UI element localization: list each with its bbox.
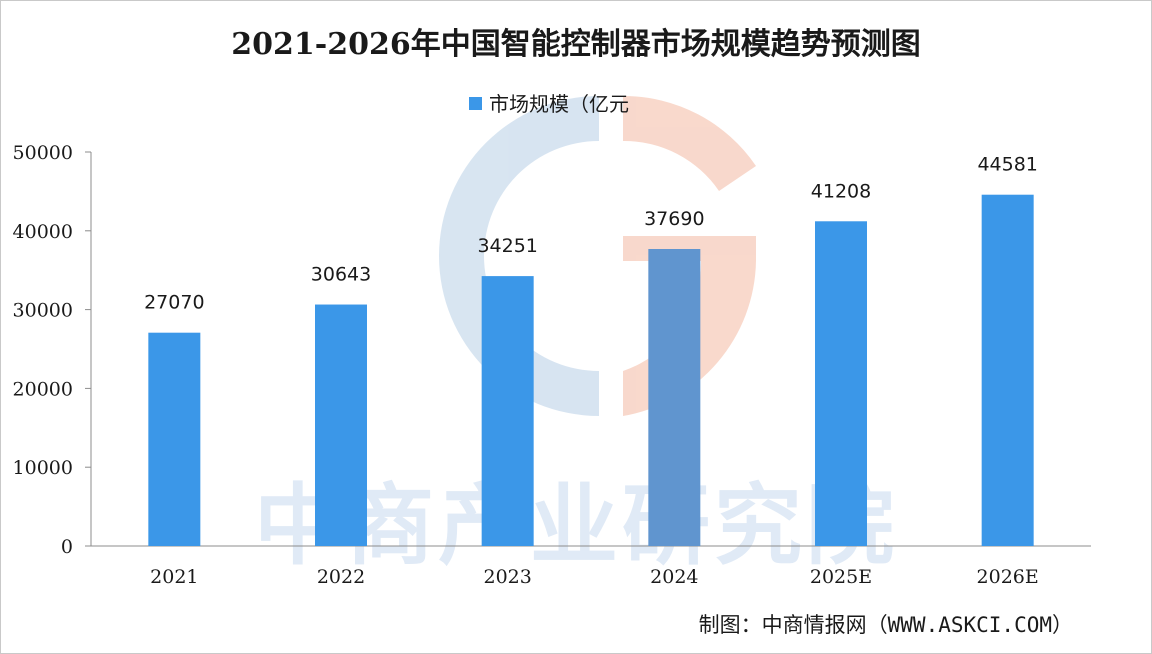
bar-2026E [981,194,1034,546]
y-tick-label: 20000 [13,378,73,400]
y-tick-label: 50000 [13,142,73,164]
y-axis: 0 10000 20000 30000 40000 50000 [13,142,92,558]
x-tick-label-2024: 2024 [650,566,698,588]
data-label-2026E: 44581 [977,154,1037,176]
y-tick-label: 0 [61,536,73,558]
x-tick-label-2022: 2022 [317,566,365,588]
bar-2023 [481,276,534,546]
x-tick-label-2023: 2023 [483,566,531,588]
y-tick-label: 10000 [13,457,73,479]
bar-2024 [648,249,701,546]
x-axis: 2021 2022 2023 2024 2025E 2026E [91,545,1091,588]
data-label-2023: 34251 [477,235,537,257]
bar-2025E [815,221,867,547]
legend-label: 市场规模（亿元 [489,92,629,116]
data-label-2021: 27070 [144,292,204,314]
x-tick-label-2026E: 2026E [977,566,1039,588]
legend: 市场规模（亿元 [469,92,629,116]
data-label-2025E: 41208 [811,180,871,202]
x-tick-label-2021: 2021 [150,566,198,588]
chart-title: 2021-2026年中国智能控制器市场规模趋势预测图 [231,27,921,62]
y-tick-label: 30000 [13,300,73,322]
bar-2022 [315,304,367,546]
bar-2021 [148,332,201,546]
y-tick-label: 40000 [13,221,73,243]
x-tick-label-2025E: 2025E [810,566,872,588]
legend-swatch [469,97,482,110]
source-note: 制图：中商情报网（WWW.ASKCI.COM） [698,613,1073,637]
bars: 27070 30643 34251 37690 41208 44581 [144,154,1038,547]
data-label-2024: 37690 [644,208,704,230]
data-label-2022: 30643 [311,264,371,286]
